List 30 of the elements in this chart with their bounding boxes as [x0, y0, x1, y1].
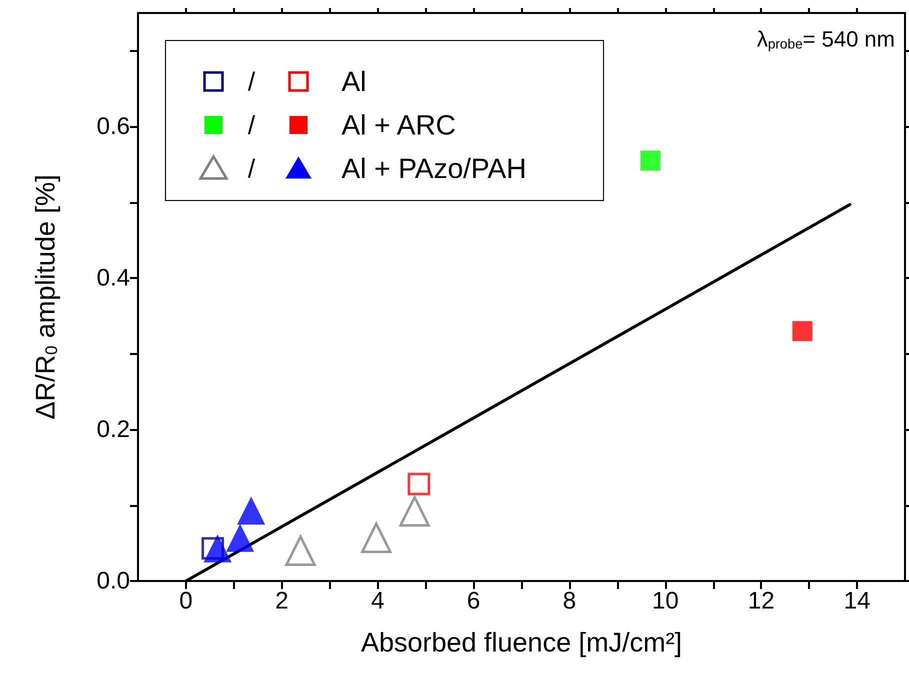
- y-axis-title: ΔR/R0 amplitude [%]: [30, 174, 61, 420]
- annotation: /: [248, 66, 256, 96]
- point: [237, 496, 266, 525]
- point: [285, 535, 316, 566]
- x-tick-label: 8: [562, 588, 576, 614]
- point: [640, 150, 660, 171]
- x-tick-label: 12: [748, 588, 775, 614]
- y-tick-label: 0.4: [96, 264, 130, 292]
- x-tick-label: 0: [179, 588, 193, 614]
- legend-label: Al: [342, 66, 366, 97]
- y-tick-label: 0.0: [96, 568, 130, 594]
- x-tick-label: 4: [371, 588, 384, 614]
- point: [399, 496, 430, 527]
- legend-label: Al + PAzo/PAH: [342, 153, 526, 184]
- annotation: /: [248, 154, 256, 184]
- x-tick-label: 2: [275, 588, 288, 614]
- x-tick-label: 14: [844, 588, 870, 614]
- y-tick-label: 0.6: [96, 113, 130, 140]
- point: [408, 472, 430, 496]
- x-tick-label: 6: [466, 588, 480, 614]
- legend-label: Al + ARC: [342, 110, 456, 140]
- point: [792, 321, 812, 342]
- y-tick-label: 0.2: [96, 416, 130, 444]
- x-tick-label: 10: [652, 588, 679, 614]
- point: [361, 522, 392, 554]
- annotation: λprobe= 540 nm: [756, 26, 896, 52]
- x-axis-title: Absorbed fluence [mJ/cm²]: [360, 628, 682, 658]
- point: [226, 524, 254, 552]
- point: [204, 534, 232, 562]
- annotation: /: [248, 110, 256, 140]
